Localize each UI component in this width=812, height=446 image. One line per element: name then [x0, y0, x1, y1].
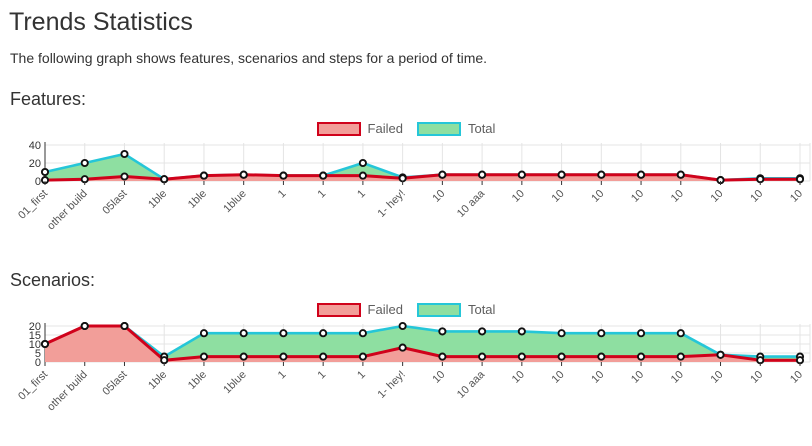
- legend-total-label: Total: [467, 302, 496, 317]
- trends-statistics-page: Trends Statistics The following graph sh…: [0, 8, 812, 422]
- svg-text:1ble: 1ble: [146, 188, 169, 211]
- legend-item-failed[interactable]: Failed: [316, 121, 403, 136]
- page-title: Trends Statistics: [9, 8, 193, 36]
- svg-text:1: 1: [355, 188, 368, 201]
- features-heading: Features:: [10, 89, 87, 109]
- svg-text:01_first: 01_first: [16, 188, 50, 222]
- svg-text:0: 0: [35, 357, 41, 369]
- svg-text:10 aaa: 10 aaa: [455, 187, 488, 220]
- svg-text:1: 1: [315, 188, 328, 201]
- series-failed: [44, 324, 800, 362]
- svg-text:1- hey!: 1- hey!: [375, 369, 407, 401]
- scenarios-section: Scenarios: Failed Total 0 5 10 15 20 01_first…: [0, 270, 812, 422]
- svg-text:1- hey!: 1- hey!: [375, 188, 407, 220]
- svg-text:10: 10: [550, 369, 567, 386]
- legend-failed-label: Failed: [367, 121, 403, 136]
- x-axis-ticks: [44, 181, 801, 185]
- svg-text:5: 5: [35, 348, 41, 360]
- features-trend-chart[interactable]: 0 20 40 01_first other build 05last 1ble 1ble 1b…: [0, 137, 812, 241]
- svg-text:10: 10: [430, 369, 447, 386]
- failed-swatch-icon: [316, 302, 361, 317]
- svg-text:10: 10: [669, 369, 686, 386]
- failed-swatch-icon: [316, 121, 361, 136]
- legend-item-failed[interactable]: Failed: [316, 302, 403, 317]
- svg-text:1: 1: [355, 369, 368, 382]
- y-axis-labels: 0 20 40: [29, 140, 41, 188]
- svg-text:1blue: 1blue: [221, 188, 249, 216]
- svg-text:1ble: 1ble: [186, 369, 209, 392]
- svg-text:10: 10: [589, 369, 606, 386]
- svg-text:1ble: 1ble: [186, 188, 209, 211]
- series-failed: [44, 173, 800, 182]
- svg-text:10: 10: [29, 339, 41, 351]
- svg-text:10: 10: [629, 369, 646, 386]
- svg-text:1: 1: [276, 188, 289, 201]
- svg-text:10: 10: [748, 369, 765, 386]
- svg-text:10: 10: [629, 188, 646, 205]
- svg-text:05last: 05last: [100, 369, 129, 398]
- legend-item-total[interactable]: Total: [416, 302, 496, 317]
- svg-text:10: 10: [709, 369, 726, 386]
- svg-text:10: 10: [709, 188, 726, 205]
- svg-text:05last: 05last: [100, 188, 129, 217]
- features-legend: Failed Total: [0, 121, 812, 136]
- svg-text:10: 10: [430, 188, 447, 205]
- svg-text:10: 10: [550, 188, 567, 205]
- scenarios-heading: Scenarios:: [10, 270, 96, 290]
- scenarios-trend-chart[interactable]: 0 5 10 15 20 01_first other build 05last 1ble 1bl…: [0, 318, 812, 422]
- svg-text:other build: other build: [45, 188, 90, 233]
- svg-text:10: 10: [748, 188, 765, 205]
- svg-text:1blue: 1blue: [221, 369, 249, 397]
- svg-text:10: 10: [589, 188, 606, 205]
- total-swatch-icon: [416, 302, 461, 317]
- svg-text:01_first: 01_first: [16, 369, 50, 403]
- svg-text:10: 10: [510, 369, 527, 386]
- svg-text:10: 10: [788, 188, 805, 205]
- series-total: [44, 324, 800, 362]
- legend-failed-label: Failed: [367, 302, 403, 317]
- scenarios-legend: Failed Total: [0, 302, 812, 317]
- svg-text:1: 1: [276, 369, 289, 382]
- svg-text:15: 15: [29, 330, 41, 342]
- svg-text:0: 0: [35, 176, 41, 188]
- legend-item-total[interactable]: Total: [416, 121, 496, 136]
- svg-text:other build: other build: [45, 369, 90, 414]
- legend-total-label: Total: [467, 121, 496, 136]
- x-axis-ticks: [44, 362, 801, 366]
- page-subtitle: The following graph shows features, scen…: [10, 50, 488, 66]
- svg-text:40: 40: [29, 140, 41, 152]
- svg-text:1ble: 1ble: [146, 369, 169, 392]
- features-section: Features: Failed Total 0 20 40 01_first othe…: [0, 89, 812, 241]
- svg-text:10: 10: [669, 188, 686, 205]
- svg-text:1: 1: [315, 369, 328, 382]
- svg-text:20: 20: [29, 158, 41, 170]
- svg-text:10 aaa: 10 aaa: [455, 368, 488, 401]
- svg-text:20: 20: [29, 321, 41, 333]
- svg-text:10: 10: [510, 188, 527, 205]
- total-swatch-icon: [416, 121, 461, 136]
- svg-text:10: 10: [788, 369, 805, 386]
